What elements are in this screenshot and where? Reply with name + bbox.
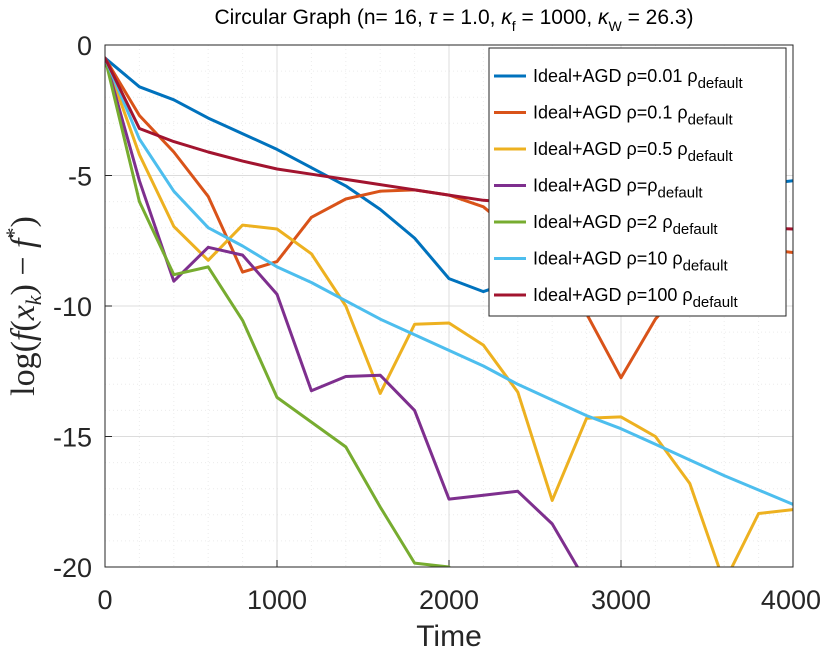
legend-label-sub: default	[688, 112, 734, 129]
legend-label-sub: default	[693, 294, 739, 311]
y-axis-label: log(f(xk) − f*)	[1, 216, 46, 396]
legend-label-main: Ideal+AGD ρ=ρ	[533, 176, 658, 196]
series-line-5	[105, 56, 451, 567]
legend-label-7: Ideal+AGD ρ=100 ρdefault	[533, 285, 738, 311]
x-tick-label: 3000	[591, 585, 651, 615]
x-axis-label: Time	[416, 620, 482, 652]
y-tick-label: 0	[77, 31, 92, 61]
legend-label-main: Ideal+AGD ρ=10 ρ	[533, 249, 683, 269]
ylabel-star: *	[1, 227, 26, 238]
legend-label-sub: default	[688, 148, 734, 165]
title-tau-value: = 1.0,	[437, 6, 502, 29]
legend-label-main: Ideal+AGD ρ=0.01 ρ	[533, 66, 698, 86]
legend-label-main: Ideal+AGD ρ=0.1 ρ	[533, 103, 688, 123]
x-tick-label: 1000	[247, 585, 307, 615]
ylabel-mid: ) −	[5, 248, 42, 296]
legend-label-3: Ideal+AGD ρ=0.5 ρdefault	[533, 139, 733, 165]
ylabel-log: log(	[5, 341, 42, 396]
legend-label-sub: default	[658, 185, 704, 202]
chart-title: Circular Graph (n= 16, τ = 1.0, κf = 100…	[214, 6, 693, 34]
x-tick-label: 0	[97, 585, 112, 615]
x-tick-label: 2000	[419, 585, 479, 615]
title-kappa-w: κ	[598, 6, 610, 29]
title-tau: τ	[429, 6, 438, 29]
title-kappa-f: κ	[501, 6, 513, 29]
y-tick-labels: 0 -5 -10 -15 -20	[53, 31, 92, 583]
legend-label-6: Ideal+AGD ρ=10 ρdefault	[533, 249, 728, 275]
axes-box	[104, 44, 794, 568]
legend-label-main: Ideal+AGD ρ=0.5 ρ	[533, 139, 688, 159]
legend-label-2: Ideal+AGD ρ=0.1 ρdefault	[533, 103, 733, 129]
title-prefix: Circular Graph (n= 16,	[214, 6, 428, 29]
title-sub-w: W	[609, 18, 623, 34]
ylabel-k: k	[21, 294, 46, 305]
ylabel-x: x	[5, 305, 42, 321]
title-kappa-f-value: = 1000,	[516, 6, 598, 29]
legend-label-main: Ideal+AGD ρ=100 ρ	[533, 285, 693, 305]
y-tick-label: -5	[68, 162, 92, 192]
legend-label-sub: default	[683, 258, 729, 275]
legend-label-5: Ideal+AGD ρ=2 ρdefault	[533, 212, 718, 238]
ylabel-close: )	[5, 216, 42, 227]
legend-box	[488, 47, 787, 317]
x-tick-labels: 0 1000 2000 3000 4000	[97, 585, 821, 615]
y-tick-label: -10	[53, 292, 92, 322]
legend-label-main: Ideal+AGD ρ=2 ρ	[533, 212, 673, 232]
ylabel-paren: (	[5, 320, 42, 331]
legend-label-sub: default	[673, 221, 719, 238]
legend-label-1: Ideal+AGD ρ=0.01 ρdefault	[533, 66, 743, 92]
y-tick-label: -15	[53, 423, 92, 453]
title-sub-f: f	[512, 18, 516, 34]
legend-label-sub: default	[698, 75, 744, 92]
title-kappa-w-value: = 26.3)	[622, 6, 694, 29]
legend-label-4: Ideal+AGD ρ=ρdefault	[533, 176, 703, 202]
series-line-4	[105, 56, 580, 567]
y-tick-label: -20	[53, 553, 92, 583]
series-line-6	[105, 56, 793, 506]
x-tick-label: 4000	[761, 585, 821, 615]
